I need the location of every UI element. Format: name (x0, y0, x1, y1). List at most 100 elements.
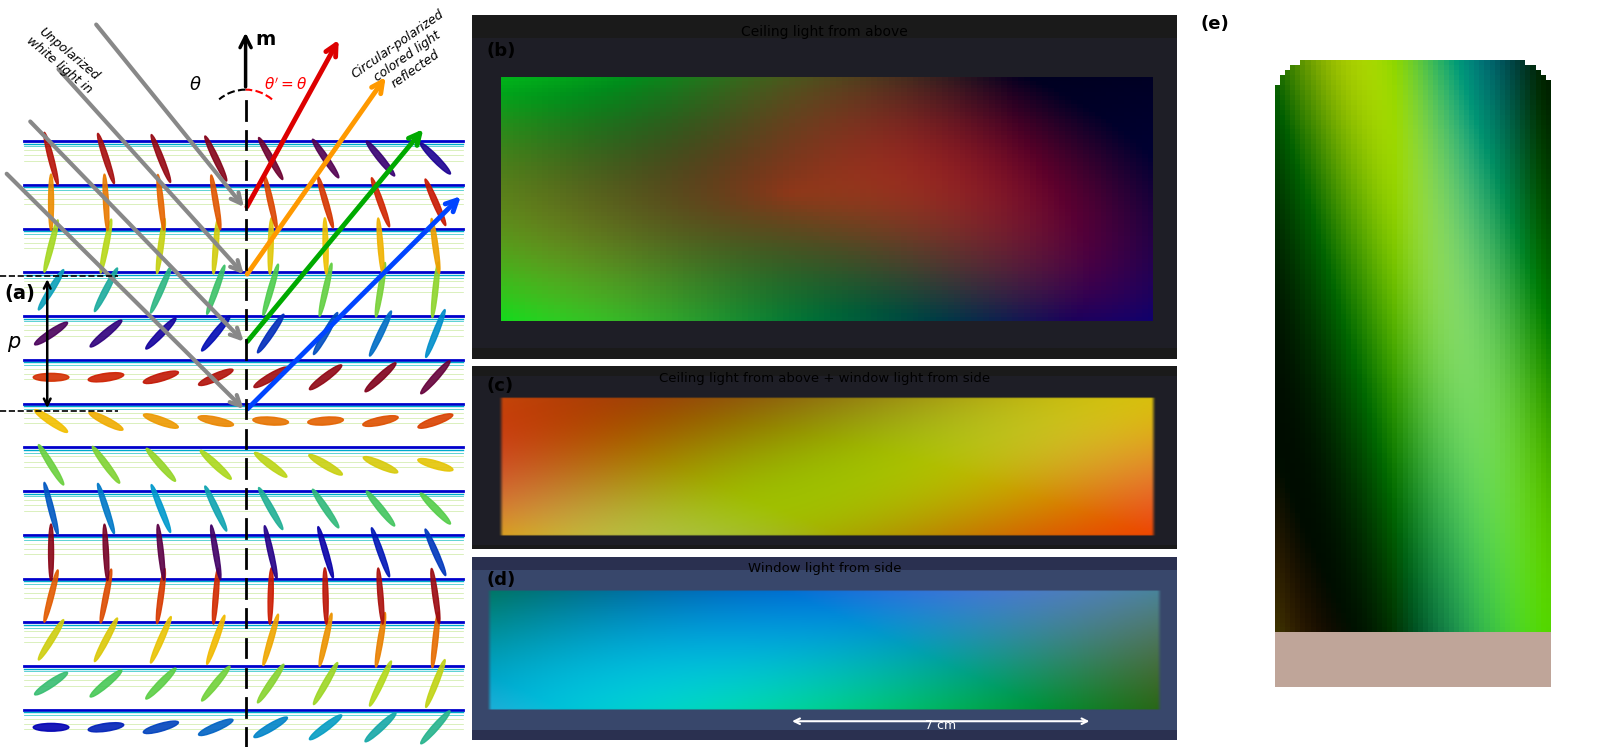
Ellipse shape (378, 218, 384, 274)
Ellipse shape (199, 719, 234, 736)
Ellipse shape (363, 415, 399, 427)
Ellipse shape (157, 218, 165, 273)
Ellipse shape (34, 723, 69, 731)
Ellipse shape (370, 311, 392, 356)
Ellipse shape (264, 526, 277, 579)
Text: $\theta' = \theta$: $\theta' = \theta$ (264, 76, 307, 93)
Ellipse shape (431, 262, 439, 317)
Ellipse shape (309, 454, 343, 475)
Ellipse shape (199, 415, 234, 427)
Ellipse shape (90, 670, 122, 697)
Ellipse shape (258, 314, 283, 353)
Ellipse shape (199, 369, 234, 385)
Ellipse shape (258, 137, 283, 179)
Text: (e): (e) (1201, 15, 1230, 33)
Text: 7 cm: 7 cm (925, 719, 956, 732)
Ellipse shape (157, 175, 165, 230)
Ellipse shape (371, 178, 389, 227)
Ellipse shape (431, 568, 440, 624)
Ellipse shape (90, 412, 123, 430)
Ellipse shape (421, 493, 450, 524)
Ellipse shape (213, 568, 219, 624)
Ellipse shape (88, 722, 123, 732)
Ellipse shape (317, 527, 333, 578)
Ellipse shape (38, 620, 64, 660)
Text: (b): (b) (487, 43, 516, 61)
Ellipse shape (371, 528, 389, 577)
Ellipse shape (102, 174, 109, 230)
Ellipse shape (150, 134, 171, 182)
Text: $\mathbf{m}$: $\mathbf{m}$ (255, 30, 275, 49)
Ellipse shape (200, 450, 231, 480)
Ellipse shape (431, 612, 439, 668)
Ellipse shape (370, 661, 392, 706)
Text: (a): (a) (5, 284, 35, 303)
Ellipse shape (101, 569, 112, 623)
Ellipse shape (157, 524, 165, 580)
Ellipse shape (263, 264, 279, 315)
Ellipse shape (98, 134, 115, 184)
Ellipse shape (101, 219, 112, 273)
Ellipse shape (365, 363, 395, 392)
Ellipse shape (264, 176, 277, 229)
Ellipse shape (35, 672, 67, 695)
Ellipse shape (43, 570, 58, 622)
Ellipse shape (312, 489, 339, 528)
Ellipse shape (146, 668, 176, 699)
Ellipse shape (426, 660, 445, 707)
Ellipse shape (211, 525, 221, 580)
Ellipse shape (94, 618, 117, 662)
Text: Window light from side: Window light from side (748, 562, 901, 575)
Ellipse shape (90, 320, 122, 347)
Ellipse shape (426, 310, 445, 357)
Ellipse shape (88, 373, 123, 382)
Ellipse shape (424, 529, 445, 575)
Text: Ceiling light from above + window light from side: Ceiling light from above + window light … (660, 371, 989, 385)
Ellipse shape (375, 613, 386, 667)
Ellipse shape (314, 312, 338, 355)
Ellipse shape (144, 721, 178, 734)
Ellipse shape (205, 486, 227, 531)
Ellipse shape (211, 175, 221, 229)
Ellipse shape (424, 179, 445, 226)
Ellipse shape (323, 218, 328, 274)
Ellipse shape (43, 220, 58, 272)
Ellipse shape (150, 267, 171, 313)
Ellipse shape (421, 711, 450, 744)
Ellipse shape (34, 374, 69, 381)
Ellipse shape (146, 448, 176, 481)
Ellipse shape (317, 176, 333, 228)
Ellipse shape (98, 483, 115, 533)
Ellipse shape (258, 664, 283, 703)
Ellipse shape (144, 371, 178, 383)
Text: Ceiling light from above: Ceiling light from above (741, 25, 908, 40)
Ellipse shape (258, 488, 283, 530)
Ellipse shape (367, 141, 395, 176)
Ellipse shape (375, 262, 386, 317)
Ellipse shape (418, 414, 453, 428)
Text: (c): (c) (487, 377, 514, 395)
Ellipse shape (150, 616, 171, 663)
Ellipse shape (253, 417, 288, 425)
Ellipse shape (150, 485, 171, 533)
Ellipse shape (267, 568, 274, 624)
Ellipse shape (312, 139, 339, 178)
Ellipse shape (309, 715, 341, 740)
Ellipse shape (43, 483, 58, 535)
Ellipse shape (323, 568, 328, 624)
Ellipse shape (267, 218, 274, 274)
Ellipse shape (319, 613, 331, 666)
Ellipse shape (367, 491, 395, 526)
Ellipse shape (157, 568, 165, 624)
Ellipse shape (421, 361, 450, 394)
Ellipse shape (207, 616, 226, 664)
Ellipse shape (378, 568, 384, 624)
Ellipse shape (255, 367, 288, 388)
Ellipse shape (431, 218, 440, 273)
Ellipse shape (205, 136, 227, 181)
Ellipse shape (263, 614, 279, 666)
Ellipse shape (213, 218, 219, 274)
Ellipse shape (255, 453, 287, 477)
Ellipse shape (35, 409, 67, 433)
Ellipse shape (202, 316, 231, 351)
